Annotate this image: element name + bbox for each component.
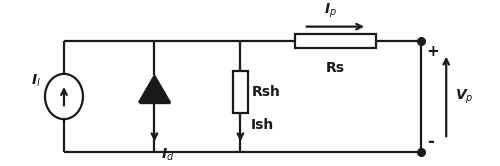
Text: Ish: Ish bbox=[250, 118, 274, 132]
Text: I$_l$: I$_l$ bbox=[31, 73, 41, 89]
Ellipse shape bbox=[45, 74, 83, 119]
Polygon shape bbox=[138, 75, 170, 102]
Text: -: - bbox=[427, 133, 434, 151]
Text: I$_p$: I$_p$ bbox=[324, 1, 338, 20]
FancyBboxPatch shape bbox=[233, 71, 248, 114]
Text: V$_p$: V$_p$ bbox=[456, 87, 474, 106]
Text: +: + bbox=[427, 43, 440, 59]
Text: I$_d$: I$_d$ bbox=[161, 147, 175, 163]
Text: Rs: Rs bbox=[326, 61, 345, 76]
FancyBboxPatch shape bbox=[294, 34, 376, 48]
Text: Rsh: Rsh bbox=[252, 85, 280, 99]
